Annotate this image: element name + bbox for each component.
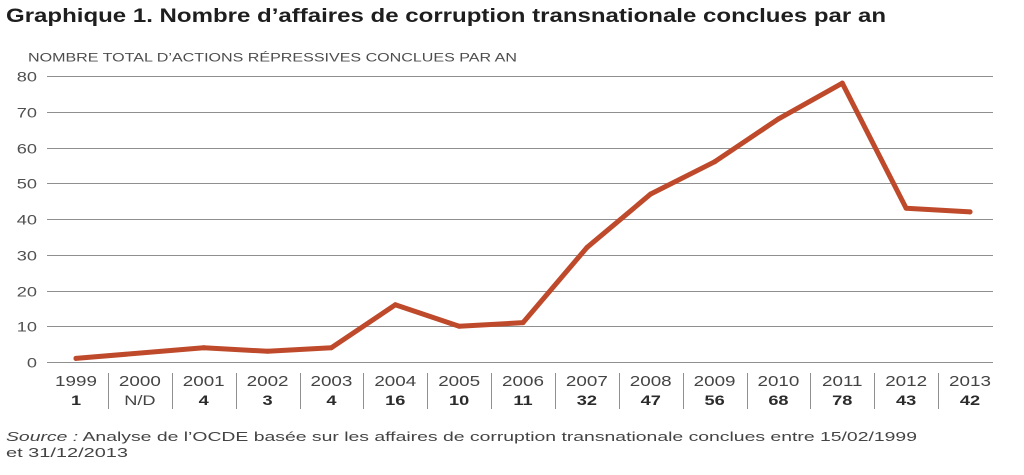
data-label: 68 xyxy=(768,393,788,409)
data-point xyxy=(648,191,653,196)
y-tick-label: 60 xyxy=(17,141,37,157)
x-tick-label: 2004 xyxy=(374,373,416,389)
data-label: 78 xyxy=(832,393,852,409)
data-label: 4 xyxy=(199,393,209,409)
x-axis-table: 1999 1 2000 N/D 2001 4 2002 3 2003 4 2004 16 2005 10 2… xyxy=(55,373,991,409)
y-tick-label: 0 xyxy=(27,355,37,371)
x-tick-label: 2010 xyxy=(757,373,799,389)
data-label: N/D xyxy=(124,393,155,409)
data-point xyxy=(457,324,462,329)
y-tick-label: 20 xyxy=(17,284,37,300)
data-point xyxy=(393,302,398,307)
data-point xyxy=(776,116,781,121)
data-point xyxy=(265,349,270,354)
series-line xyxy=(76,83,970,358)
y-tick-label: 50 xyxy=(17,176,37,192)
data-point xyxy=(521,320,526,325)
y-tick-label: 40 xyxy=(17,212,37,228)
source-note: Source : Analyse de l’OCDE basée sur les… xyxy=(6,429,917,444)
data-point xyxy=(74,356,79,361)
y-tick-label: 30 xyxy=(17,248,37,264)
data-label: 43 xyxy=(896,393,916,409)
x-tick-label: 2008 xyxy=(630,373,672,389)
x-tick-label: 2001 xyxy=(183,373,225,389)
data-point xyxy=(904,206,909,211)
x-tick-label: 2005 xyxy=(438,373,480,389)
plot-series xyxy=(74,81,973,361)
y-tick-label: 10 xyxy=(17,319,37,335)
x-tick-label: 2007 xyxy=(566,373,608,389)
data-label: 4 xyxy=(326,393,336,409)
x-tick-label: 2006 xyxy=(502,373,544,389)
x-tick-label: 1999 xyxy=(55,373,97,389)
source-label: Source : xyxy=(6,429,79,444)
x-tick-label: 2002 xyxy=(247,373,289,389)
data-label: 3 xyxy=(263,393,273,409)
data-label: 42 xyxy=(960,393,980,409)
data-point xyxy=(584,245,589,250)
data-point xyxy=(968,209,973,214)
y-tick-label: 80 xyxy=(17,69,37,85)
data-point xyxy=(712,159,717,164)
data-label: 1 xyxy=(71,393,81,409)
data-label: 10 xyxy=(449,393,469,409)
x-tick-label: 2013 xyxy=(949,373,991,389)
source-text: Analyse de l’OCDE basée sur les affaires… xyxy=(83,429,917,444)
data-label: 11 xyxy=(513,393,532,409)
chart-title: Graphique 1. Nombre d’affaires de corrup… xyxy=(6,6,886,27)
y-axis: 0 10 20 30 40 50 60 70 80 xyxy=(17,69,37,371)
data-point xyxy=(840,81,845,86)
source-text-continued: et 31/12/2013 xyxy=(6,445,128,460)
y-tick-label: 70 xyxy=(17,105,37,121)
x-tick-label: 2000 xyxy=(119,373,161,389)
gridlines xyxy=(47,77,993,363)
x-tick-label: 2012 xyxy=(885,373,927,389)
x-tick-label: 2009 xyxy=(694,373,736,389)
data-label: 32 xyxy=(577,393,597,409)
x-tick-label: 2003 xyxy=(310,373,352,389)
data-point xyxy=(329,345,334,350)
data-label: 47 xyxy=(641,393,661,409)
x-tick-label: 2011 xyxy=(822,373,862,389)
data-point xyxy=(201,345,206,350)
data-label: 16 xyxy=(385,393,405,409)
y-axis-label: NOMBRE TOTAL D’ACTIONS RÉPRESSIVES CONCL… xyxy=(28,52,517,65)
data-label: 56 xyxy=(704,393,724,409)
